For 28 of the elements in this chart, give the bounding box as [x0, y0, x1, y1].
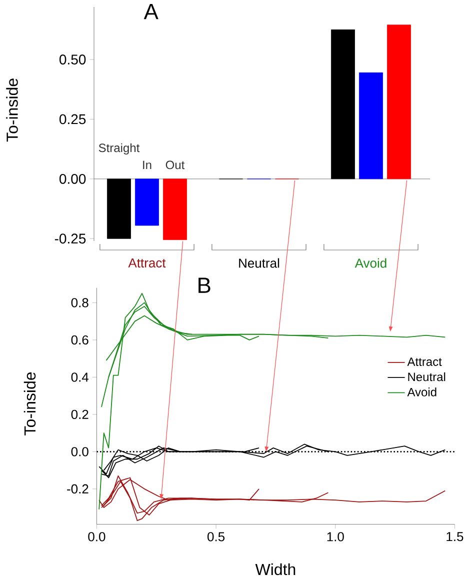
x-tick-label: Neutral: [239, 258, 280, 268]
legend-label: Avoid: [407, 388, 436, 396]
y-tick-label: 0.6: [71, 335, 88, 345]
y-axis-title: To-inside: [24, 372, 36, 436]
y-tick-label: 0.4: [71, 372, 89, 382]
y-tick-label: 0.25: [60, 114, 86, 124]
y-tick-label: 0.00: [60, 174, 86, 184]
y-tick-label: -0.2: [67, 484, 88, 494]
series-label: In: [143, 160, 152, 170]
x-tick-label: 0.5: [208, 532, 225, 542]
x-tick-label: 0.0: [88, 532, 106, 542]
x-tick-label: Attract: [128, 258, 166, 268]
y-tick-label: 0.2: [71, 410, 88, 420]
y-tick-label: 0.0: [71, 447, 88, 456]
y-axis-title: To-inside: [6, 78, 18, 142]
x-tick-label: Avoid: [354, 258, 386, 268]
series-label: Out: [166, 160, 185, 170]
text: Straight: [98, 143, 140, 155]
y-tick-label: 0.50: [60, 54, 86, 64]
chart-title: A: [144, 4, 158, 20]
x-tick-label: 1.0: [327, 532, 344, 542]
x-axis-title: Width: [255, 563, 296, 576]
chart-title: B: [198, 278, 210, 293]
x-tick-label: 1.5: [446, 532, 464, 542]
y-tick-label: -0.25: [54, 234, 86, 244]
y-tick-label: 0.8: [71, 298, 88, 308]
legend-label: Attract: [407, 358, 442, 366]
legend-label: Neutral: [408, 372, 446, 382]
